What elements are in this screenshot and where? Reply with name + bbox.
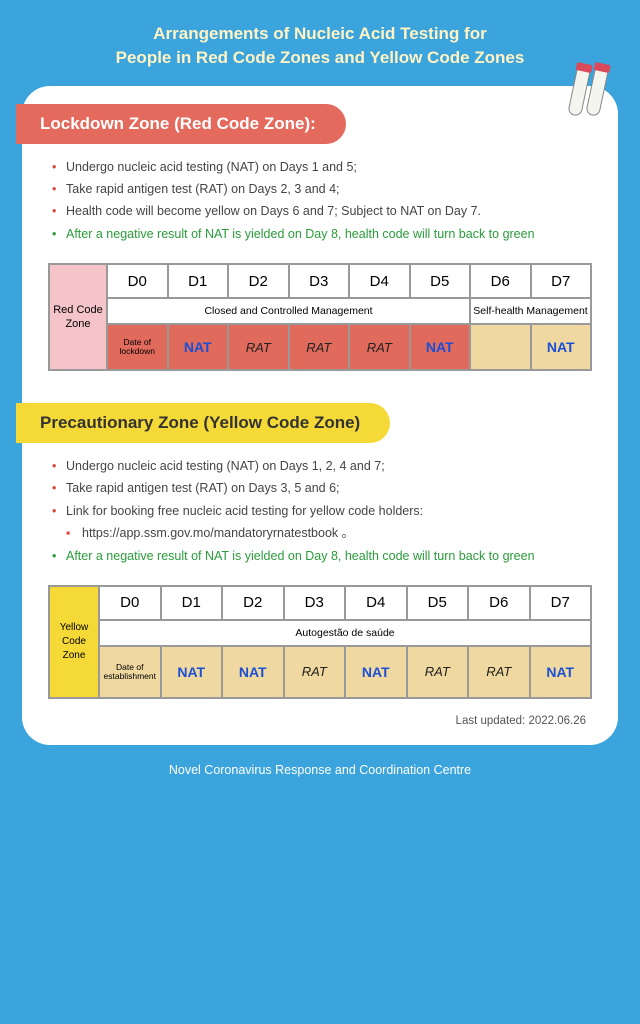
red-side-label: Red Code Zone (49, 264, 107, 370)
red-test-3: RAT (289, 324, 350, 370)
day-d5: D5 (410, 264, 471, 298)
red-test-7: NAT (531, 324, 592, 370)
yellow-test-1: NAT (161, 646, 223, 698)
day-d6: D6 (470, 264, 531, 298)
bullet-item: Undergo nucleic acid testing (NAT) on Da… (66, 158, 588, 177)
page-title: Arrangements of Nucleic Acid Testing for… (0, 0, 640, 86)
yday-d1: D1 (161, 586, 223, 620)
bullet-item: Undergo nucleic acid testing (NAT) on Da… (66, 457, 588, 476)
day-d7: D7 (531, 264, 592, 298)
yellow-zone-timeline: Yellow Code Zone D0 D1 D2 D3 D4 D5 D6 D7… (48, 585, 592, 699)
red-zone-timeline: Red Code Zone D0 D1 D2 D3 D4 D5 D6 D7 Cl… (48, 263, 592, 371)
yellow-mgmt: Autogestão de saúde (99, 620, 591, 646)
red-test-1: NAT (168, 324, 229, 370)
test-tubes-icon (570, 68, 606, 121)
red-mgmt-b: Self-health Management (470, 298, 591, 324)
red-test-4: RAT (349, 324, 410, 370)
yday-d5: D5 (407, 586, 469, 620)
yellow-zone-bullets: Undergo nucleic acid testing (NAT) on Da… (22, 443, 618, 581)
bullet-item: After a negative result of NAT is yielde… (66, 547, 588, 566)
bullet-item: Take rapid antigen test (RAT) on Days 2,… (66, 180, 588, 199)
bullet-item: Link for booking free nucleic acid testi… (66, 502, 588, 521)
yellow-test-2: NAT (222, 646, 284, 698)
bullet-item: Take rapid antigen test (RAT) on Days 3,… (66, 479, 588, 498)
footer: Novel Coronavirus Response and Coordinat… (0, 745, 640, 777)
red-zone-header: Lockdown Zone (Red Code Zone): (16, 104, 346, 144)
yday-d7: D7 (530, 586, 592, 620)
red-test-2: RAT (228, 324, 289, 370)
yellow-test-3: RAT (284, 646, 346, 698)
yellow-test-6: RAT (468, 646, 530, 698)
red-test-6 (470, 324, 531, 370)
red-zone-bullets: Undergo nucleic acid testing (NAT) on Da… (22, 144, 618, 260)
yellow-test-4: NAT (345, 646, 407, 698)
yday-d0: D0 (99, 586, 161, 620)
day-d4: D4 (349, 264, 410, 298)
day-d3: D3 (289, 264, 350, 298)
yellow-test-7: NAT (530, 646, 592, 698)
yday-d2: D2 (222, 586, 284, 620)
main-card: Lockdown Zone (Red Code Zone): Undergo n… (22, 86, 618, 745)
red-d0-label: Date of lockdown (107, 324, 168, 370)
yday-d6: D6 (468, 586, 530, 620)
bullet-item: After a negative result of NAT is yielde… (66, 225, 588, 244)
day-d2: D2 (228, 264, 289, 298)
yday-d4: D4 (345, 586, 407, 620)
bullet-item: Health code will become yellow on Days 6… (66, 202, 588, 221)
red-test-5: NAT (410, 324, 471, 370)
day-d0: D0 (107, 264, 168, 298)
yellow-test-5: RAT (407, 646, 469, 698)
yellow-zone-header: Precautionary Zone (Yellow Code Zone) (16, 403, 390, 443)
red-mgmt-a: Closed and Controlled Management (107, 298, 470, 324)
yellow-d0-label: Date of establishment (99, 646, 161, 698)
day-d1: D1 (168, 264, 229, 298)
yday-d3: D3 (284, 586, 346, 620)
bullet-sub-item: https://app.ssm.gov.mo/mandatoryrnatestb… (66, 524, 588, 543)
last-updated: Last updated: 2022.06.26 (22, 705, 618, 727)
yellow-side-label: Yellow Code Zone (49, 586, 99, 698)
